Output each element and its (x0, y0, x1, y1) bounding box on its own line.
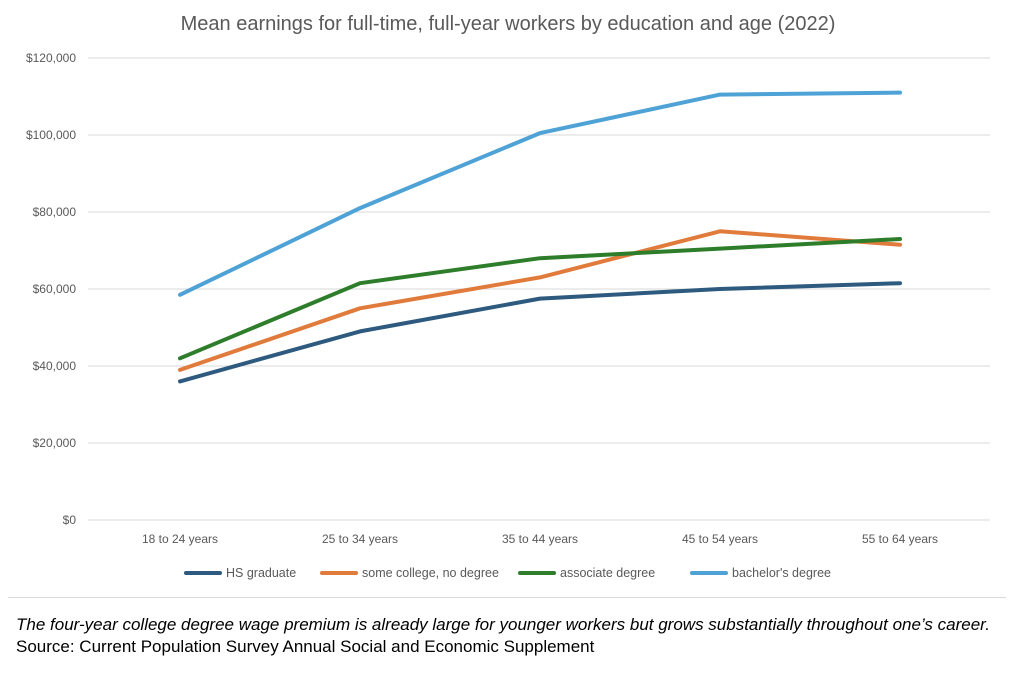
x-tick-label: 55 to 64 years (862, 532, 938, 546)
x-tick-label: 25 to 34 years (322, 532, 398, 546)
chart-title: Mean earnings for full-time, full-year w… (181, 13, 836, 35)
y-tick-label: $100,000 (26, 128, 76, 142)
series-lines (178, 90, 902, 384)
x-tick-label: 18 to 24 years (142, 532, 218, 546)
series-line (178, 281, 902, 384)
gridlines (88, 57, 990, 521)
legend-label: associate degree (560, 566, 655, 580)
y-tick-label: $60,000 (33, 282, 77, 296)
caption-note: The four-year college degree wage premiu… (16, 615, 990, 634)
divider (8, 597, 1006, 598)
x-axis-tick-labels: 18 to 24 years 25 to 34 years 35 to 44 yea… (142, 532, 938, 546)
legend-label: HS graduate (226, 566, 296, 580)
caption: The four-year college degree wage premiu… (16, 614, 1006, 658)
legend-label: some college, no degree (362, 566, 499, 580)
y-tick-label: $120,000 (26, 51, 76, 65)
legend-label: bachelor's degree (732, 566, 831, 580)
series-line (178, 229, 902, 372)
series-line (178, 237, 902, 361)
x-tick-label: 35 to 44 years (502, 532, 578, 546)
y-tick-label: $0 (63, 513, 77, 527)
series-line (178, 90, 902, 297)
legend: HS graduate some college, no degree associ… (184, 566, 831, 580)
line-chart: Mean earnings for full-time, full-year w… (26, 13, 990, 580)
caption-source: Source: Current Population Survey Annual… (16, 637, 595, 656)
y-axis-tick-labels: $0 $20,000 $40,000 $60,000 $80,000 $100,000 $1… (26, 51, 76, 527)
y-tick-label: $80,000 (33, 205, 77, 219)
y-tick-label: $20,000 (33, 436, 77, 450)
x-tick-label: 45 to 54 years (682, 532, 758, 546)
y-tick-label: $40,000 (33, 359, 77, 373)
